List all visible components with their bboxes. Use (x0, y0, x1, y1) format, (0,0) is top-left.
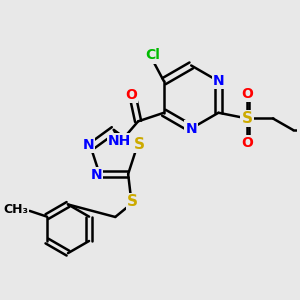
Text: N: N (82, 138, 94, 152)
Text: S: S (242, 111, 253, 126)
Text: CH₃: CH₃ (3, 203, 28, 216)
Text: N: N (185, 122, 197, 136)
Text: Cl: Cl (145, 48, 160, 62)
Text: S: S (134, 137, 145, 152)
Text: O: O (241, 86, 253, 100)
Text: O: O (241, 136, 253, 150)
Text: H: H (131, 138, 142, 151)
Text: O: O (125, 88, 137, 102)
Text: N: N (213, 74, 224, 88)
Text: N: N (90, 168, 102, 182)
Text: S: S (127, 194, 138, 209)
Text: NH: NH (108, 134, 131, 148)
